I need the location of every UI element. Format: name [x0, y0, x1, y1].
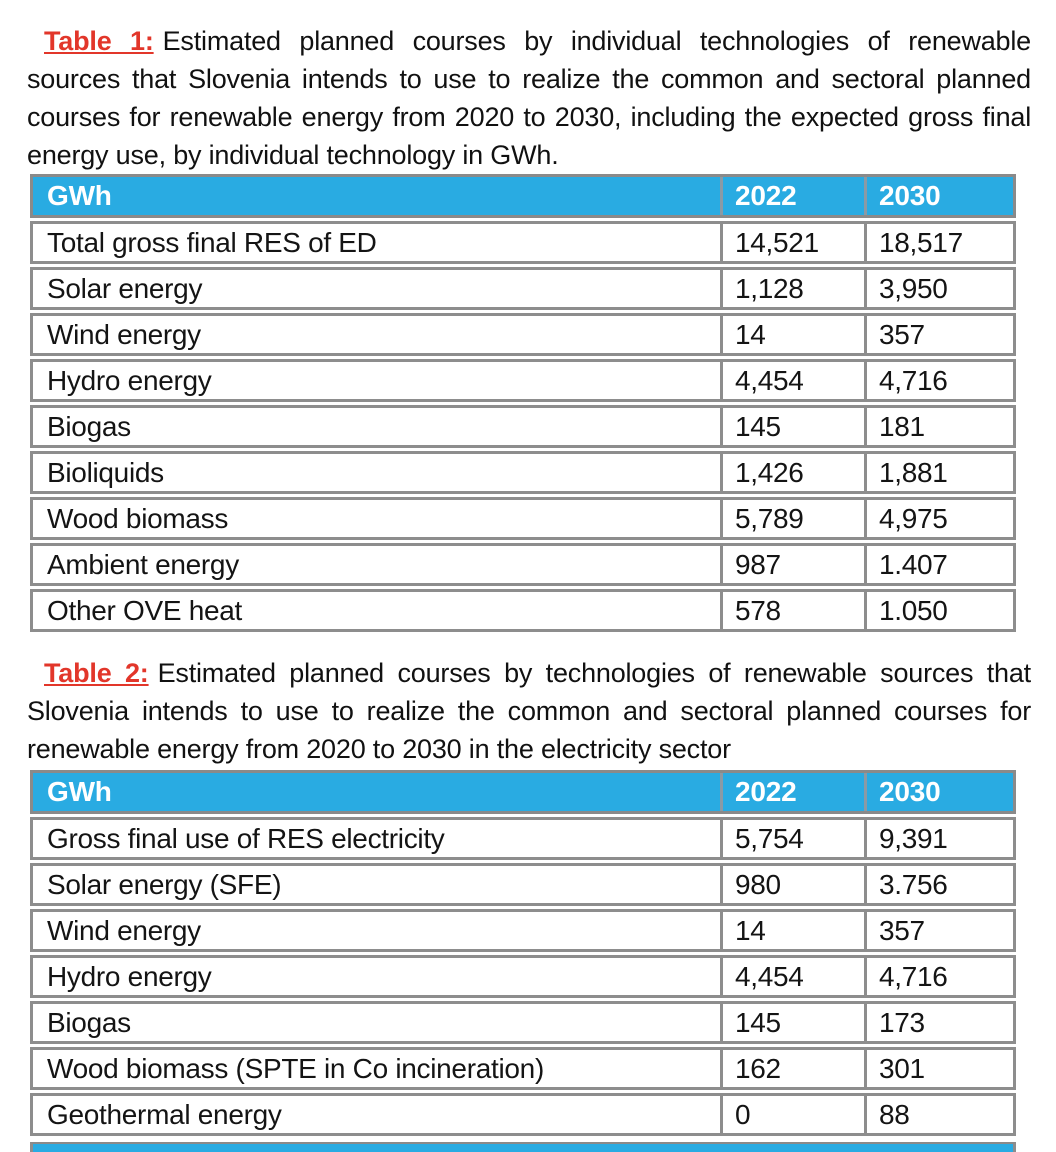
value-2022: 987 — [723, 546, 867, 583]
table-row: Wind energy 14 357 — [30, 313, 1016, 356]
row-label: Geothermal energy — [33, 1096, 723, 1133]
table-row: Biogas 145 173 — [30, 1001, 1016, 1044]
column-header-2030: 2030 — [879, 180, 941, 211]
value-2022: 5,754 — [723, 820, 867, 857]
table-row: Bioliquids 1,426 1,881 — [30, 451, 1016, 494]
table-row: Biogas 145 181 — [30, 405, 1016, 448]
column-header-2022: 2022 — [723, 773, 867, 811]
value-2030: 181 — [879, 410, 925, 442]
value-2022: 980 — [723, 866, 867, 903]
value-2030: 357 — [879, 318, 925, 350]
value-2030: 88 — [879, 1098, 910, 1130]
table-2-caption-text: Estimated planned courses by technologie… — [27, 658, 1031, 764]
value-2030: 4,716 — [879, 364, 948, 396]
value-2022: 4,454 — [723, 958, 867, 995]
value-2022: 14 — [723, 316, 867, 353]
value-2030: 1.407 — [879, 548, 948, 580]
table-row: Gross final use of RES electricity 5,754 9… — [30, 817, 1016, 860]
table-row: Wood biomass (SPTE in Co incineration) 16… — [30, 1047, 1016, 1090]
value-2030: 173 — [879, 1006, 925, 1038]
row-label: Hydro energy — [33, 958, 723, 995]
table-1-caption: Table 1: Estimated planned courses by ind… — [27, 22, 1031, 174]
row-label: Solar energy — [33, 270, 723, 307]
table-row: Ambient energy 987 1.407 — [30, 543, 1016, 586]
table-2-caption-label: Table 2: — [44, 658, 149, 688]
value-2030: 9,391 — [879, 822, 948, 854]
table-1-caption-text: Estimated planned courses by individual … — [27, 26, 1031, 170]
value-2030: 357 — [879, 914, 925, 946]
column-header-2030: 2030 — [879, 776, 941, 807]
value-2022: 578 — [723, 592, 867, 629]
value-2030: 4,716 — [879, 960, 948, 992]
value-2030: 4,975 — [879, 502, 948, 534]
table-row: Wood biomass 5,789 4,975 — [30, 497, 1016, 540]
row-label: Biogas — [33, 1004, 723, 1041]
row-label: Wind energy — [33, 316, 723, 353]
row-label: Wood biomass (SPTE in Co incineration) — [33, 1050, 723, 1087]
table-2: GWh 2022 2030 Gross final use of RES ele… — [30, 770, 1016, 1136]
row-label: Wood biomass — [33, 500, 723, 537]
value-2022: 1,426 — [723, 454, 867, 491]
column-header-gwh: GWh — [33, 177, 723, 215]
row-label: Wind energy — [33, 912, 723, 949]
value-2022: 4,454 — [723, 362, 867, 399]
value-2030: 3,950 — [879, 272, 948, 304]
row-label: Solar energy (SFE) — [33, 866, 723, 903]
table-2-header-row: GWh 2022 2030 — [30, 770, 1016, 814]
table-row: Solar energy (SFE) 980 3.756 — [30, 863, 1016, 906]
table-row: Total gross final RES of ED 14,521 18,517 — [30, 221, 1016, 264]
row-label: Total gross final RES of ED — [33, 224, 723, 261]
table-1: GWh 2022 2030 Total gross final RES of E… — [30, 174, 1016, 632]
next-table-header-partial — [30, 1142, 1016, 1152]
row-label: Ambient energy — [33, 546, 723, 583]
value-2030: 1,881 — [879, 456, 948, 488]
row-label: Biogas — [33, 408, 723, 445]
value-2030: 1.050 — [879, 594, 948, 626]
column-header-2022: 2022 — [723, 177, 867, 215]
section-gap — [27, 632, 1031, 654]
value-2022: 0 — [723, 1096, 867, 1133]
table-row: Wind energy 14 357 — [30, 909, 1016, 952]
value-2030: 3.756 — [879, 868, 948, 900]
value-2030: 301 — [879, 1052, 925, 1084]
value-2030: 18,517 — [879, 226, 963, 258]
value-2022: 5,789 — [723, 500, 867, 537]
value-2022: 14 — [723, 912, 867, 949]
value-2022: 145 — [723, 1004, 867, 1041]
table-row: Solar energy 1,128 3,950 — [30, 267, 1016, 310]
table-row: Hydro energy 4,454 4,716 — [30, 955, 1016, 998]
row-label: Bioliquids — [33, 454, 723, 491]
value-2022: 145 — [723, 408, 867, 445]
value-2022: 1,128 — [723, 270, 867, 307]
table-1-header-row: GWh 2022 2030 — [30, 174, 1016, 218]
table-row: Geothermal energy 0 88 — [30, 1093, 1016, 1136]
row-label: Other OVE heat — [33, 592, 723, 629]
table-row: Hydro energy 4,454 4,716 — [30, 359, 1016, 402]
value-2022: 162 — [723, 1050, 867, 1087]
table-row: Other OVE heat 578 1.050 — [30, 589, 1016, 632]
column-header-gwh: GWh — [33, 773, 723, 811]
table-1-caption-label: Table 1: — [44, 26, 154, 56]
value-2022: 14,521 — [723, 224, 867, 261]
row-label: Gross final use of RES electricity — [33, 820, 723, 857]
table-2-caption: Table 2: Estimated planned courses by tec… — [27, 654, 1031, 768]
row-label: Hydro energy — [33, 362, 723, 399]
